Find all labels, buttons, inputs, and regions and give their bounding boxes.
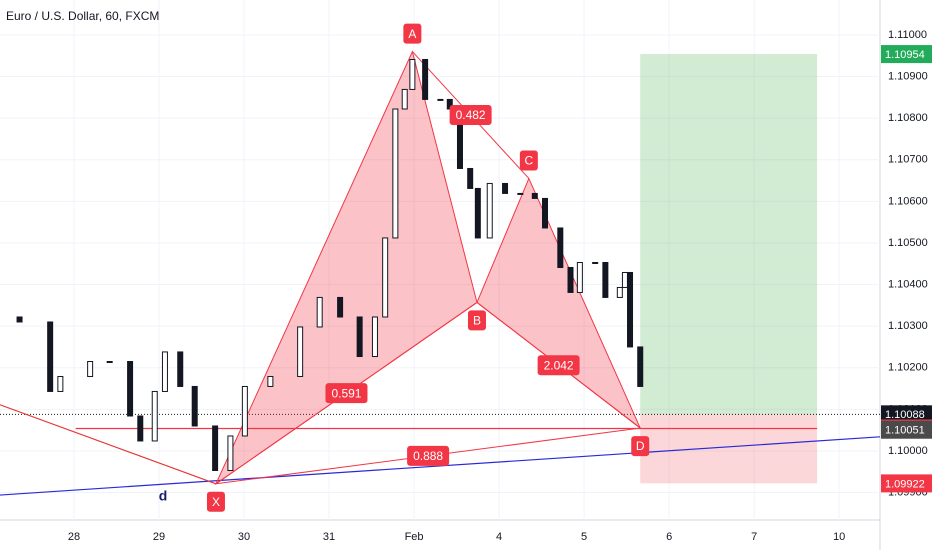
point-label: D: [636, 439, 645, 453]
point-badge: [206, 491, 225, 512]
candle: [486, 182, 493, 239]
ratio-badge: [325, 383, 368, 404]
x-tick-label: 28: [68, 531, 80, 543]
ratio-badge: [407, 445, 450, 466]
point-label: A: [408, 27, 416, 41]
candle: [542, 197, 549, 229]
candle: [567, 266, 574, 293]
candle: [191, 385, 198, 427]
y-tick-label: 1.10200: [888, 362, 928, 374]
candle: [106, 361, 113, 364]
x-tick-label: 31: [323, 531, 335, 543]
candle: [474, 187, 481, 239]
candle: [437, 98, 444, 101]
candle: [316, 296, 323, 328]
ratio-badge: [537, 355, 580, 376]
candle: [137, 415, 144, 442]
y-tick-label: 1.10600: [888, 195, 928, 207]
candle: [177, 351, 184, 387]
y-tick-label: 1.11000: [888, 29, 927, 41]
price-tag-label: 1.09922: [885, 478, 925, 490]
candle: [47, 321, 54, 392]
x-tick-label: 6: [666, 531, 672, 543]
price-tag: [881, 474, 932, 493]
candle: [517, 192, 524, 195]
plot: 0.591 0.482 2.042 0.888 X A B C Dd: [0, 23, 881, 512]
candle: [637, 346, 644, 387]
candle: [531, 192, 538, 199]
y-tick-label: 1.10300: [888, 320, 928, 332]
axes: 1.099001.100001.101001.102001.103001.104…: [68, 29, 932, 543]
candle: [356, 316, 363, 358]
candle: [616, 286, 623, 298]
price-tag-label: 1.10954: [885, 49, 925, 61]
x-tick-label: 7: [751, 531, 757, 543]
price-tag: [881, 405, 932, 424]
candle: [16, 316, 23, 323]
point-badge: [403, 23, 422, 44]
candle: [337, 296, 344, 318]
ratio-badge: [449, 105, 492, 126]
candle: [467, 167, 474, 189]
y-tick-label: 1.10400: [888, 278, 928, 290]
candle: [392, 108, 399, 239]
candle: [409, 58, 416, 90]
x-tick-label: 10: [833, 531, 845, 543]
candle: [212, 425, 219, 471]
ratio-label: 0.482: [456, 108, 486, 122]
ratio-label: 2.042: [544, 358, 574, 372]
y-tick-label: 1.10900: [888, 70, 928, 82]
candle: [241, 385, 248, 437]
ratio-label: 0.591: [331, 386, 361, 400]
point-badge: [519, 150, 538, 171]
candle: [151, 390, 158, 442]
x-tick-label: Feb: [405, 531, 424, 543]
candle: [576, 261, 583, 293]
ratio-label: 0.888: [413, 449, 443, 463]
candle: [602, 261, 609, 298]
chart-title: Euro / U.S. Dollar, 60, FXCM: [6, 9, 159, 23]
annotation: d: [159, 488, 168, 504]
candle: [371, 316, 378, 358]
target-zone: [640, 54, 818, 415]
price-tag: [881, 420, 932, 439]
candle: [557, 227, 564, 268]
y-tick-label: 1.10800: [888, 112, 928, 124]
candle: [127, 361, 134, 417]
candle: [267, 375, 274, 387]
x-tick-label: 4: [496, 531, 502, 543]
candle: [87, 361, 94, 377]
x-tick-label: 29: [153, 531, 165, 543]
y-tick-label: 1.10000: [888, 445, 928, 457]
y-tick-label: 1.10700: [888, 154, 928, 166]
price-tag-label: 1.10051: [885, 425, 925, 437]
candle: [502, 182, 509, 194]
stop-zone: [640, 414, 818, 484]
candle: [627, 271, 634, 348]
candle: [297, 326, 304, 377]
price-tag-label: 1.10088: [885, 409, 925, 421]
candle: [57, 375, 64, 392]
candle: [592, 261, 599, 264]
point-label: X: [212, 495, 220, 509]
y-tick-label: 1.10500: [888, 237, 928, 249]
candle: [401, 88, 408, 110]
point-label: C: [525, 154, 534, 168]
candle: [422, 58, 429, 100]
point-badge: [631, 436, 650, 457]
candle: [621, 271, 628, 288]
candle: [227, 435, 234, 471]
point-label: B: [473, 314, 481, 328]
x-tick-label: 30: [238, 531, 250, 543]
trendline: [0, 404, 217, 485]
candle: [161, 351, 168, 392]
candle: [382, 237, 389, 318]
point-badge: [467, 310, 486, 331]
price-tag: [881, 45, 932, 64]
x-tick-label: 5: [581, 531, 587, 543]
